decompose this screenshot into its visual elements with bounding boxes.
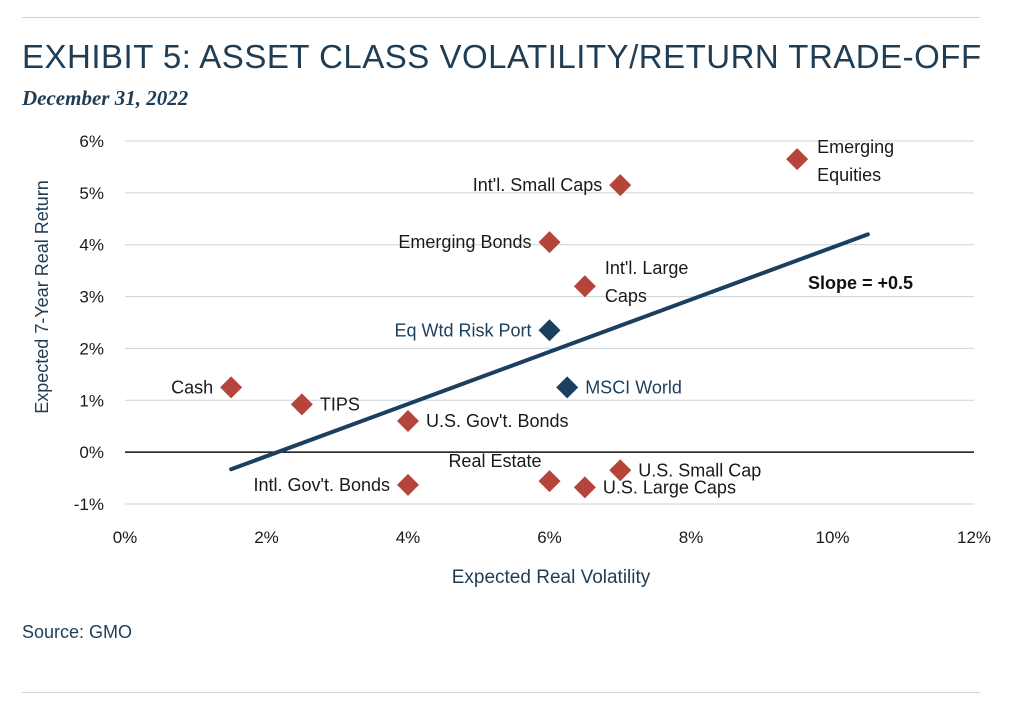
grid-lines bbox=[125, 140, 974, 505]
y-tick-label: 2% bbox=[79, 339, 104, 358]
x-tick-label: 12% bbox=[957, 528, 991, 547]
y-tick-label: 6% bbox=[79, 132, 104, 151]
bottom-rule bbox=[22, 692, 980, 693]
x-axis-label: Expected Real Volatility bbox=[452, 567, 651, 588]
point-label: Intl. Gov't. Bonds bbox=[253, 475, 390, 495]
chart-subtitle: December 31, 2022 bbox=[22, 86, 189, 110]
x-tick-label: 8% bbox=[679, 528, 704, 547]
y-tick-label: 3% bbox=[79, 288, 104, 307]
point-label: Emerging bbox=[817, 137, 894, 157]
data-point bbox=[609, 459, 632, 482]
data-point bbox=[538, 319, 561, 342]
data-point bbox=[609, 174, 632, 197]
x-tick-label: 2% bbox=[254, 528, 279, 547]
y-tick-label: 1% bbox=[79, 391, 104, 410]
data-point bbox=[538, 470, 561, 493]
point-label: Emerging Bonds bbox=[398, 232, 531, 252]
axes: -1% 0% 1% 2% 3% 4% 5% 6% 0% 2% 4% 6% 8% 10% 12% bbox=[74, 132, 991, 547]
point-label: Cash bbox=[171, 377, 213, 397]
point-label: U.S. Large Caps bbox=[603, 477, 736, 497]
data-point bbox=[573, 476, 596, 499]
source-note: Source: GMO bbox=[22, 622, 133, 642]
point-label: Eq Wtd Risk Port bbox=[394, 320, 531, 340]
point-label: Equities bbox=[817, 165, 881, 185]
data-point bbox=[220, 376, 243, 399]
x-tick-label: 4% bbox=[396, 528, 421, 547]
data-points: Cash TIPS U.S. Gov't. Bonds Intl. Gov't. Bo… bbox=[171, 137, 894, 499]
point-label: MSCI World bbox=[585, 377, 682, 397]
point-label: U.S. Small Cap bbox=[638, 460, 761, 480]
x-tick-label: 10% bbox=[815, 528, 849, 547]
y-tick-label: 5% bbox=[79, 184, 104, 203]
y-tick-label: -1% bbox=[74, 495, 104, 514]
x-tick-label: 0% bbox=[113, 528, 138, 547]
data-point bbox=[786, 148, 809, 171]
data-point bbox=[556, 376, 579, 399]
point-label: Real Estate bbox=[448, 451, 541, 471]
y-axis-label: Expected 7-Year Real Return bbox=[32, 180, 52, 413]
data-point bbox=[397, 473, 419, 496]
trendline bbox=[229, 232, 870, 472]
chart-title: EXHIBIT 5: ASSET CLASS VOLATILITY/RETURN… bbox=[22, 38, 982, 75]
data-point bbox=[573, 275, 596, 298]
x-tick-label: 6% bbox=[537, 528, 562, 547]
scatter-chart: -1% 0% 1% 2% 3% 4% 5% 6% 0% 2% 4% 6% 8% 10% 12% Slope … bbox=[32, 132, 991, 588]
data-point bbox=[538, 231, 561, 254]
point-label: TIPS bbox=[320, 394, 360, 414]
data-point bbox=[290, 393, 313, 416]
y-tick-label: 4% bbox=[79, 236, 104, 255]
point-label: Caps bbox=[605, 286, 647, 306]
data-point bbox=[397, 410, 419, 433]
trendline-group: Slope = +0.5 bbox=[229, 232, 913, 472]
top-rule bbox=[22, 17, 980, 18]
point-label: U.S. Gov't. Bonds bbox=[426, 411, 569, 431]
point-label: Int'l. Large bbox=[605, 258, 689, 278]
slope-label: Slope = +0.5 bbox=[808, 273, 913, 293]
y-tick-label: 0% bbox=[79, 443, 104, 462]
point-label: Int'l. Small Caps bbox=[473, 175, 602, 195]
